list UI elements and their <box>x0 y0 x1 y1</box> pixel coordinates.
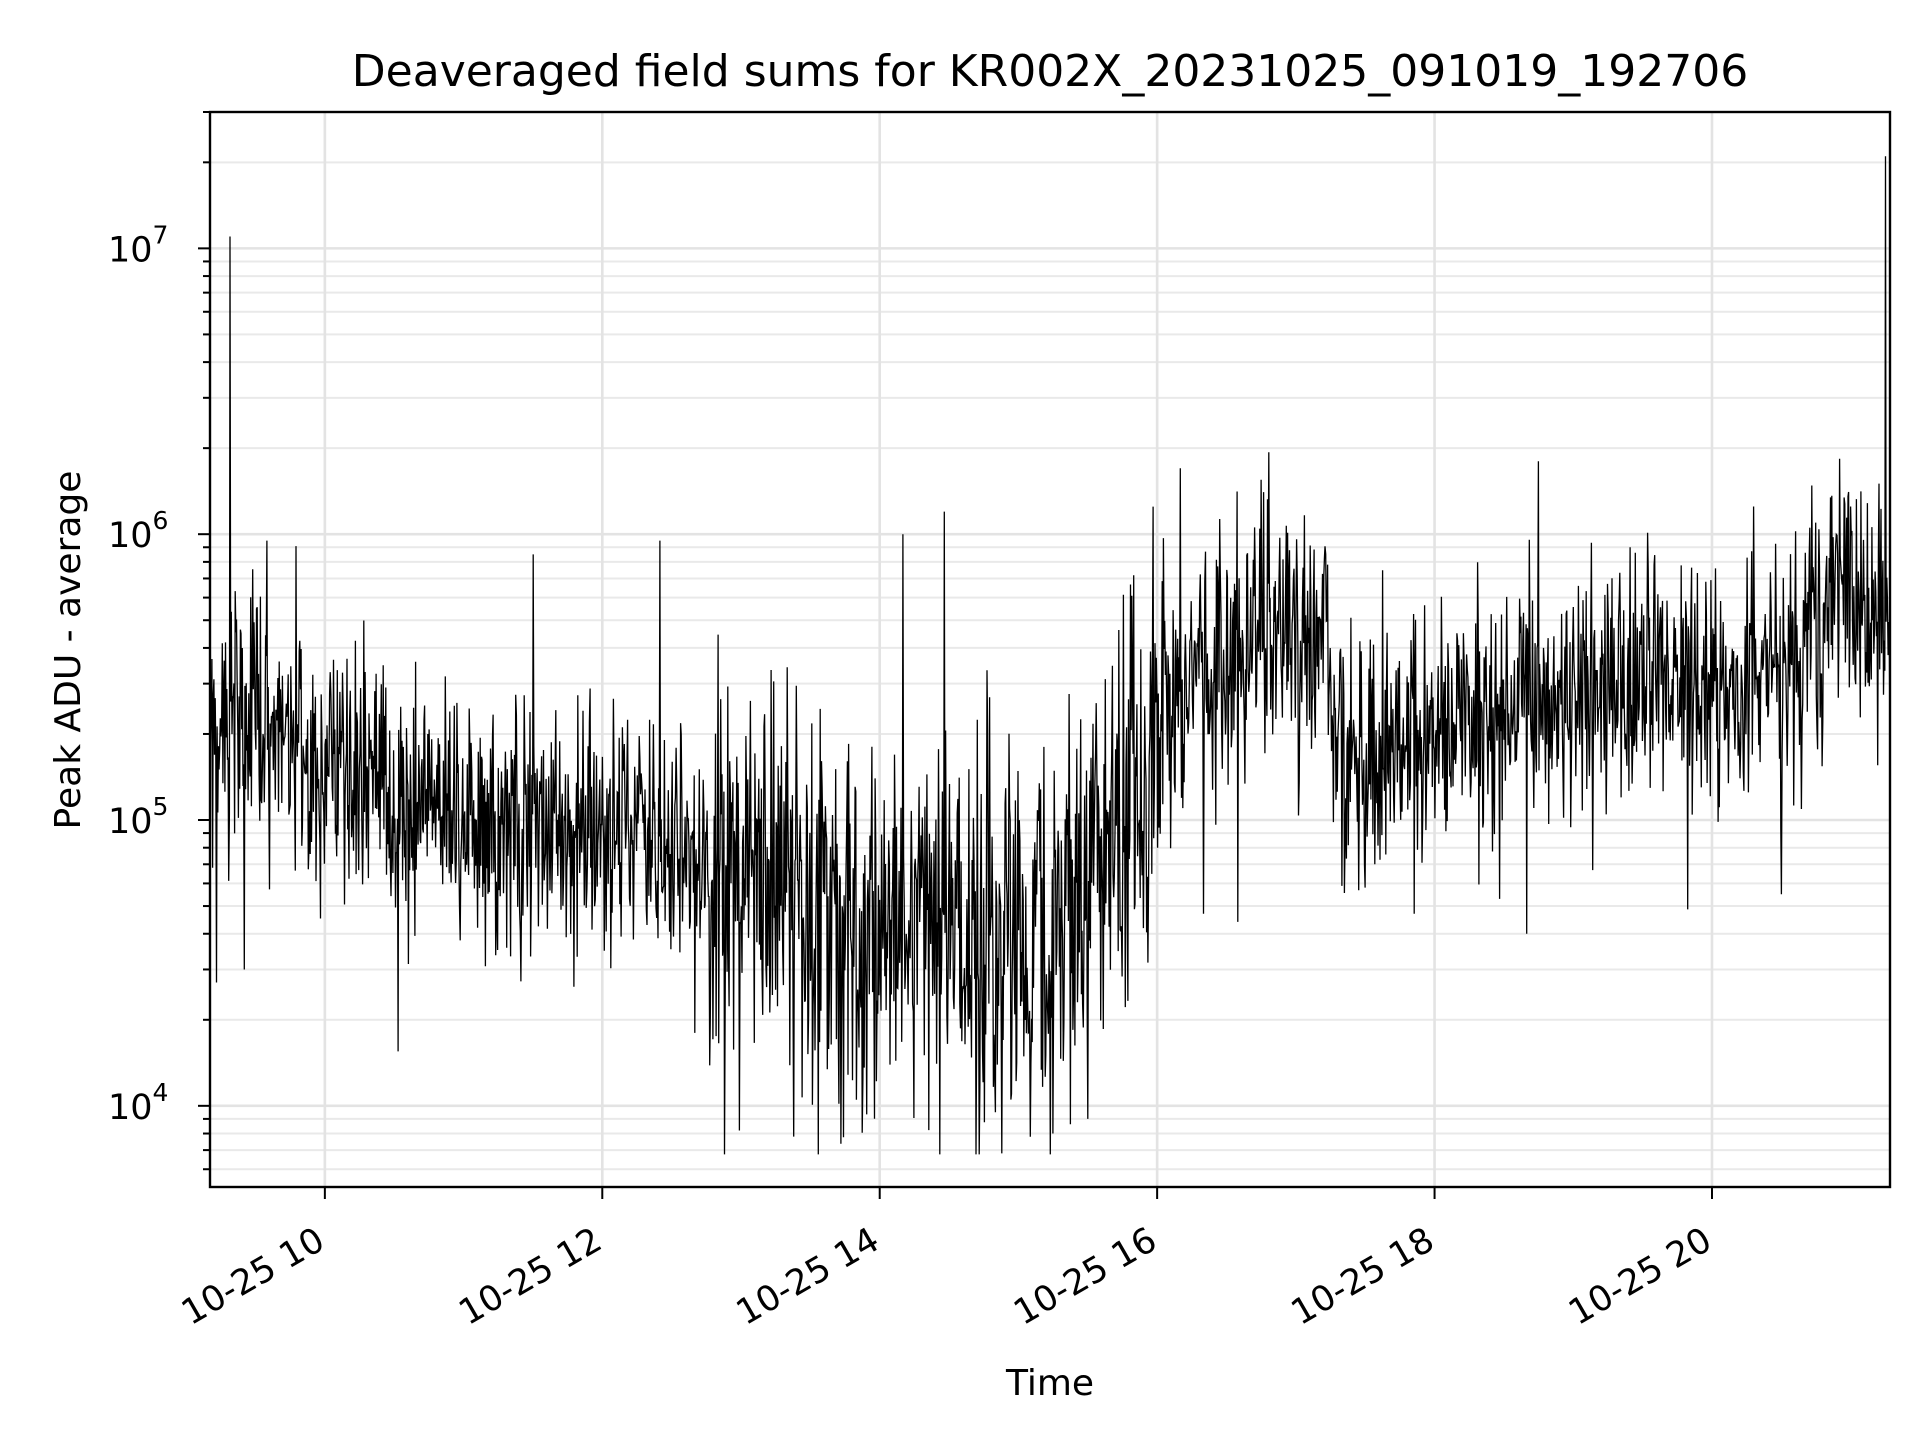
x-tick-label: 10-25 14 <box>730 1220 886 1333</box>
y-tick-label-exponent: 4 <box>153 1078 169 1107</box>
y-tick-label-base: 10 <box>108 230 153 270</box>
x-tick-label: 10-25 12 <box>452 1220 608 1333</box>
plot-frame <box>208 110 1892 1189</box>
chart-title: Deaveraged field sums for KR002X_2023102… <box>352 46 1748 97</box>
x-tick-label: 10-25 10 <box>175 1220 331 1333</box>
series-line <box>209 156 1891 1155</box>
y-tick-label: 106 <box>108 506 168 556</box>
y-tick-label: 104 <box>108 1078 168 1128</box>
x-tick-label: 10-25 16 <box>1007 1220 1163 1333</box>
series-layer <box>209 156 1891 1155</box>
y-tick-label-base: 10 <box>108 516 153 556</box>
y-tick-label: 105 <box>108 792 168 842</box>
x-tick-label: 10-25 20 <box>1562 1220 1718 1333</box>
y-tick-label-base: 10 <box>108 1088 153 1128</box>
x-tick-label: 10-25 18 <box>1285 1220 1441 1333</box>
y-tick-label-exponent: 5 <box>153 792 169 821</box>
y-axis-label: Peak ADU - average <box>48 471 89 830</box>
x-axis-label: Time <box>1005 1363 1094 1404</box>
y-tick-label-exponent: 7 <box>153 220 169 249</box>
y-tick-label-base: 10 <box>108 802 153 842</box>
y-tick-label-exponent: 6 <box>153 506 169 535</box>
y-tick-label: 107 <box>108 220 168 270</box>
